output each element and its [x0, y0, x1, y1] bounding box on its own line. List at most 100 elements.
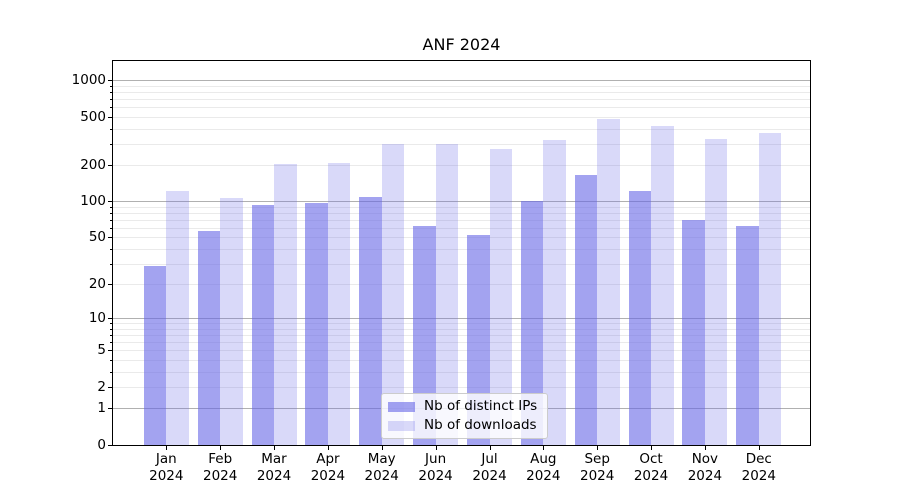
- x-label-month: May: [367, 451, 396, 467]
- legend-swatch-distinct-ips: [388, 401, 415, 412]
- x-label-month: Mar: [261, 451, 287, 467]
- gridline-minor: [113, 342, 810, 344]
- x-tick: [758, 446, 760, 450]
- gridline-minor: [113, 213, 810, 214]
- gridline-minor: [113, 99, 810, 101]
- bar-downloads-apr: [327, 162, 351, 445]
- plot-area: Nb of distinct IPs Nb of downloads: [112, 60, 811, 446]
- gridline-major: [113, 201, 810, 203]
- x-label-year: 2024: [149, 467, 184, 484]
- gridline-minor: [113, 116, 810, 118]
- y-tick-label: 1000: [71, 72, 106, 89]
- bar-distinct-ips-mar: [251, 205, 274, 445]
- gridline-minor: [113, 329, 810, 330]
- gridline-minor: [113, 335, 810, 337]
- bar-distinct-ips-apr: [305, 203, 328, 445]
- y-minor-tick: [110, 99, 112, 101]
- y-minor-tick: [110, 128, 112, 130]
- y-minor-tick: [110, 360, 112, 361]
- y-tick-label: 20: [88, 276, 106, 293]
- y-tick: [108, 387, 112, 388]
- bar-downloads-may: [381, 143, 405, 445]
- bar-distinct-ips-jan: [143, 265, 167, 445]
- gridline-major: [113, 80, 810, 82]
- y-minor-tick: [110, 220, 112, 221]
- bar-distinct-ips-dec: [736, 225, 759, 445]
- legend: Nb of distinct IPs Nb of downloads: [381, 393, 549, 439]
- y-tick-label: 5: [97, 342, 106, 359]
- bar-downloads-jul: [489, 148, 512, 445]
- y-minor-tick: [110, 228, 112, 229]
- x-tick: [327, 446, 329, 450]
- gridline-minor: [113, 206, 810, 208]
- x-tick: [597, 446, 599, 450]
- y-tick: [108, 318, 112, 320]
- gridline-minor: [113, 128, 810, 130]
- x-tick: [489, 446, 491, 450]
- x-tick: [166, 446, 168, 450]
- x-label-year: 2024: [418, 467, 453, 484]
- gridline-minor: [113, 143, 810, 145]
- y-tick-label: 50: [88, 229, 106, 246]
- y-tick-label: 500: [80, 108, 106, 125]
- x-label-year: 2024: [526, 467, 561, 484]
- x-tick-label: Jan 2024: [135, 451, 197, 484]
- gridline-minor: [113, 220, 810, 221]
- x-tick-label: Sep 2024: [566, 451, 628, 484]
- bar-distinct-ips-nov: [682, 220, 705, 445]
- x-tick-label: Nov 2024: [674, 451, 736, 484]
- bar-downloads-oct: [651, 126, 674, 445]
- bar-distinct-ips-may: [359, 197, 382, 445]
- bar-distinct-ips-feb: [197, 230, 221, 445]
- legend-label-downloads: Nb of downloads: [424, 417, 537, 433]
- y-minor-tick: [110, 213, 112, 214]
- bar-distinct-ips-aug: [520, 201, 544, 445]
- x-tick-label: Apr 2024: [297, 451, 359, 484]
- y-tick: [108, 165, 112, 166]
- x-label-year: 2024: [203, 467, 238, 484]
- x-tick: [381, 446, 383, 450]
- x-label-month: Sep: [584, 451, 610, 467]
- x-label-month: Jun: [425, 451, 447, 467]
- x-label-year: 2024: [256, 467, 292, 484]
- x-label-month: Aug: [530, 451, 557, 467]
- x-tick-label: Jul 2024: [459, 451, 521, 484]
- bar-downloads-jan: [166, 190, 189, 445]
- x-label-year: 2024: [472, 467, 507, 484]
- x-tick-label: Aug 2024: [512, 451, 574, 484]
- y-tick-label: 0: [97, 437, 106, 453]
- bar-downloads-aug: [543, 139, 566, 445]
- bar-distinct-ips-sep: [574, 175, 598, 445]
- legend-item-downloads: Nb of downloads: [388, 418, 537, 433]
- gridline-minor: [113, 263, 810, 265]
- gridline-minor: [113, 92, 810, 94]
- x-tick-label: Dec 2024: [728, 451, 790, 484]
- gridline-minor: [113, 85, 810, 87]
- y-tick: [108, 350, 112, 352]
- x-tick-label: Feb 2024: [189, 451, 251, 484]
- x-tick: [704, 446, 706, 450]
- y-minor-tick: [110, 335, 112, 337]
- legend-label-distinct-ips: Nb of distinct IPs: [424, 398, 538, 414]
- bar-distinct-ips-oct: [628, 190, 651, 445]
- x-tick: [435, 446, 437, 450]
- legend-item-distinct-ips: Nb of distinct IPs: [388, 399, 537, 414]
- x-label-month: Apr: [316, 451, 340, 467]
- x-label-year: 2024: [687, 467, 723, 484]
- x-label-year: 2024: [364, 467, 399, 484]
- bar-downloads-jun: [435, 143, 459, 445]
- x-label-month: Nov: [691, 451, 719, 467]
- y-minor-tick: [110, 92, 112, 94]
- x-label-year: 2024: [580, 467, 615, 484]
- y-tick-label: 2: [97, 379, 106, 395]
- x-label-year: 2024: [310, 467, 346, 484]
- y-minor-tick: [110, 85, 112, 87]
- chart-title: ANF 2024: [422, 35, 501, 54]
- bar-distinct-ips-jul: [467, 235, 490, 445]
- y-minor-tick: [110, 329, 112, 330]
- x-tick-label: Oct 2024: [620, 451, 682, 484]
- y-minor-tick: [110, 342, 112, 344]
- x-label-month: Oct: [639, 451, 663, 467]
- gridline-major: [113, 318, 810, 320]
